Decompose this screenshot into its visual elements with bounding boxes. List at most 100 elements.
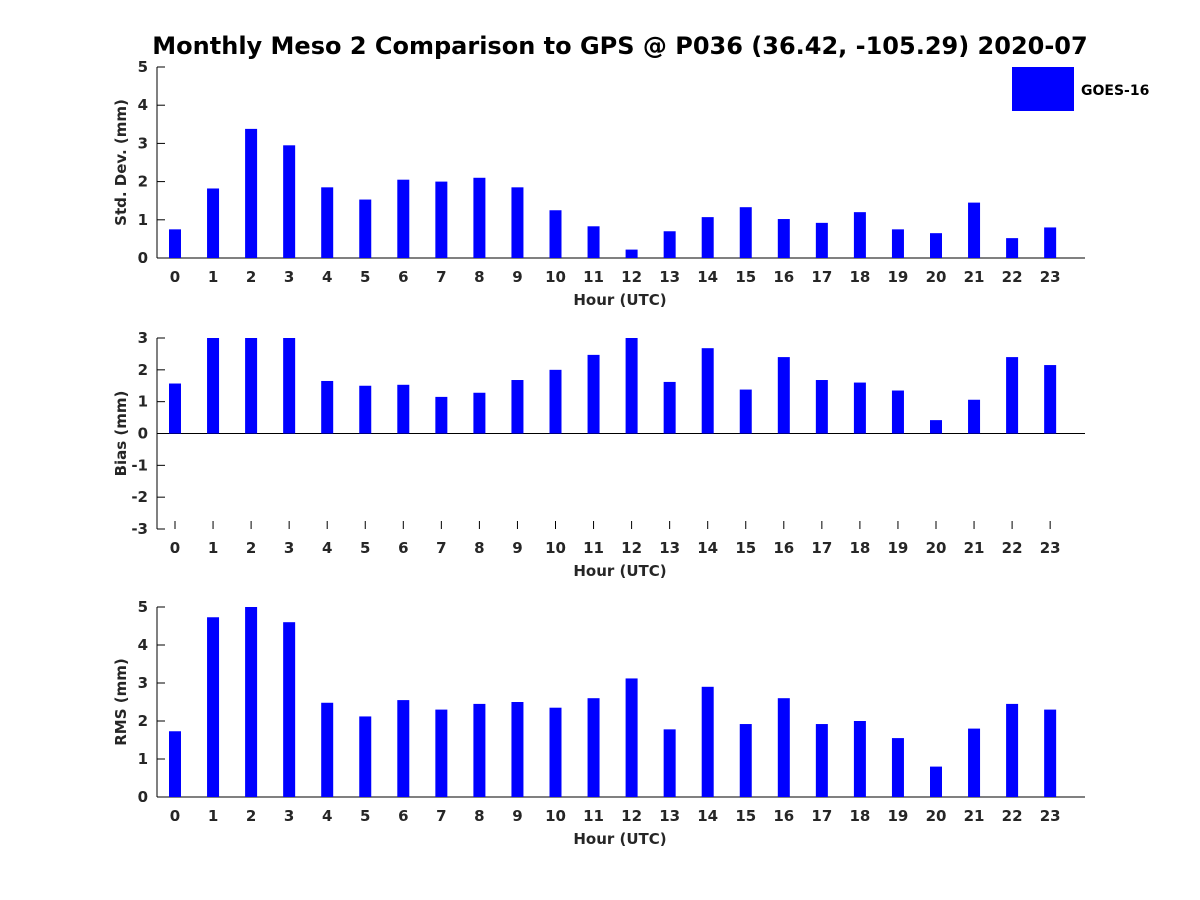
rms-y-tick-label: 4 — [138, 636, 148, 654]
std-x-tick-label: 7 — [436, 268, 446, 286]
std-y-tick-label: 1 — [138, 211, 148, 229]
bias-x-tick-label: 13 — [659, 539, 680, 557]
rms-bar-hour-7 — [435, 709, 448, 797]
std-x-tick-label: 2 — [246, 268, 256, 286]
rms-bar-hour-6 — [397, 700, 410, 797]
bias-bar-hour-3 — [283, 338, 296, 434]
rms-bar-hour-12 — [625, 678, 638, 797]
rms-x-tick-label: 10 — [545, 807, 566, 825]
std-bar-hour-11 — [587, 226, 600, 258]
std-x-tick-label: 14 — [697, 268, 718, 286]
rms-x-tick-label: 19 — [888, 807, 909, 825]
bias-bar-hour-8 — [473, 392, 486, 434]
rms-x-tick-label: 12 — [621, 807, 642, 825]
rms-x-tick-label: 23 — [1040, 807, 1061, 825]
bias-x-tick-label: 9 — [512, 539, 522, 557]
bias-x-tick-label: 21 — [964, 539, 985, 557]
bias-x-tick-label: 23 — [1040, 539, 1061, 557]
std-bar-hour-20 — [930, 233, 942, 258]
rms-y-tick-label: 1 — [138, 750, 148, 768]
std-bar-hour-18 — [853, 212, 866, 258]
rms-bar-hour-20 — [930, 766, 942, 797]
bias-x-tick-label: 20 — [926, 539, 947, 557]
std-bar-hour-15 — [739, 207, 752, 258]
std-bar-hour-8 — [473, 177, 486, 258]
bias-bar-hour-7 — [435, 396, 448, 434]
std-bar-hour-2 — [245, 128, 258, 258]
std-x-tick-label: 9 — [512, 268, 522, 286]
std-bar-hour-12 — [625, 249, 638, 258]
bias-bar-hour-6 — [397, 384, 410, 434]
legend: GOES-16 — [1012, 67, 1149, 111]
rms-bar-hour-8 — [473, 703, 486, 797]
std-x-tick-label: 8 — [474, 268, 484, 286]
rms-x-tick-label: 11 — [583, 807, 604, 825]
std-x-tick-label: 23 — [1040, 268, 1061, 286]
std-y-tick-label: 4 — [138, 96, 148, 114]
bias-x-tick-label: 14 — [697, 539, 718, 557]
bias-y-tick-label: 0 — [138, 425, 148, 443]
std-x-tick-label: 17 — [811, 268, 832, 286]
bias-bar-hour-1 — [207, 338, 220, 434]
rms-bar-hour-13 — [663, 729, 676, 797]
rms-bar-hour-0 — [169, 731, 181, 797]
rms-x-axis-label: Hour (UTC) — [573, 830, 666, 848]
rms-x-tick-label: 2 — [246, 807, 256, 825]
std-bar-hour-9 — [511, 187, 524, 258]
bias-bar-hour-11 — [587, 354, 600, 434]
rms-bar-hour-1 — [207, 617, 220, 797]
bias-y-tick-label: -2 — [131, 488, 148, 506]
std-y-tick-label: 5 — [138, 58, 148, 76]
rms-bar-hour-18 — [853, 721, 866, 797]
bias-x-tick-label: 15 — [735, 539, 756, 557]
rms-x-tick-label: 3 — [284, 807, 294, 825]
std-bar-hour-13 — [663, 231, 676, 258]
legend-swatch-goes-16 — [1012, 67, 1074, 111]
bias-y-tick-label: 3 — [138, 329, 148, 347]
rms-y-tick-label: 3 — [138, 674, 148, 692]
rms-y-tick-label: 0 — [138, 788, 148, 806]
std-x-tick-label: 15 — [735, 268, 756, 286]
std-x-tick-label: 12 — [621, 268, 642, 286]
bias-bar-hour-4 — [321, 380, 334, 434]
bias-bar-hour-5 — [359, 385, 372, 434]
std-x-tick-label: 0 — [170, 268, 180, 286]
std-x-tick-label: 10 — [545, 268, 566, 286]
rms-x-tick-label: 5 — [360, 807, 370, 825]
bias-x-tick-label: 3 — [284, 539, 294, 557]
rms-x-tick-label: 17 — [811, 807, 832, 825]
std-bar-hour-22 — [1006, 238, 1019, 258]
std-bar-hour-10 — [549, 210, 562, 258]
bias-x-tick-label: 17 — [811, 539, 832, 557]
rms-x-tick-label: 18 — [849, 807, 870, 825]
bias-x-tick-label: 4 — [322, 539, 332, 557]
std-bar-hour-6 — [397, 179, 410, 258]
std-x-tick-label: 11 — [583, 268, 604, 286]
rms-bar-hour-3 — [283, 622, 296, 797]
bias-bar-hour-22 — [1006, 357, 1019, 434]
std-bar-hour-14 — [701, 217, 714, 258]
std-y-tick-label: 3 — [138, 134, 148, 152]
rms-bar-hour-2 — [245, 607, 258, 797]
bias-bar-hour-18 — [853, 382, 866, 434]
rms-x-tick-label: 6 — [398, 807, 408, 825]
bias-x-axis-label: Hour (UTC) — [573, 562, 666, 580]
std-x-tick-label: 22 — [1002, 268, 1023, 286]
rms-bar-hour-10 — [549, 707, 562, 797]
std-y-tick-label: 2 — [138, 173, 148, 191]
std-x-tick-label: 1 — [208, 268, 218, 286]
std-x-tick-label: 4 — [322, 268, 332, 286]
bias-bar-hour-19 — [891, 390, 904, 434]
std-x-tick-label: 13 — [659, 268, 680, 286]
std-x-tick-label: 21 — [964, 268, 985, 286]
bias-y-axis-label: Bias (mm) — [112, 391, 130, 477]
bias-x-tick-label: 0 — [170, 539, 180, 557]
bias-bar-hour-20 — [930, 420, 942, 434]
bias-bar-hour-10 — [549, 369, 562, 434]
bias-x-tick-label: 2 — [246, 539, 256, 557]
figure-title: Monthly Meso 2 Comparison to GPS @ P036 … — [152, 32, 1087, 60]
